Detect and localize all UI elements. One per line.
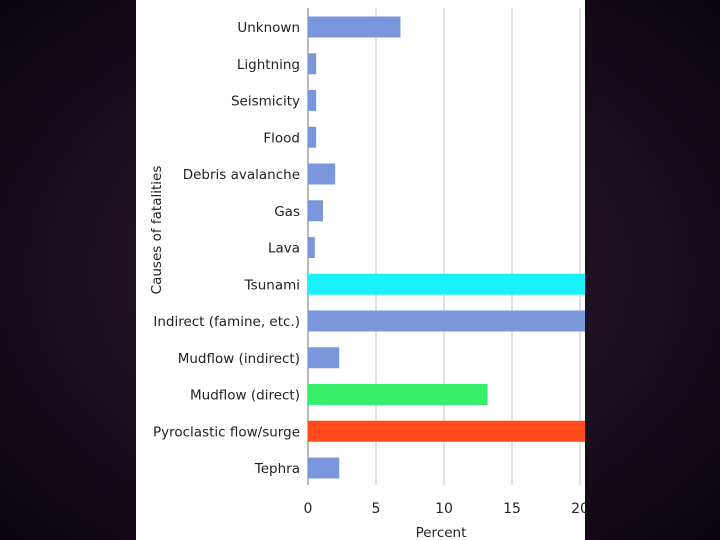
bars (308, 16, 585, 479)
x-tick-label: 15 (503, 501, 521, 517)
category-label: Flood (263, 130, 300, 146)
x-axis-label: Percent (416, 525, 467, 540)
category-label: Mudflow (direct) (190, 388, 300, 404)
x-tick-labels: 051015202530 (304, 501, 585, 517)
bar (308, 90, 317, 111)
x-tick-label: 5 (372, 501, 381, 517)
grid-lines (307, 8, 581, 485)
category-label: Tephra (254, 461, 300, 477)
x-tick-label: 10 (435, 501, 453, 517)
y-axis-label: Causes of fatalities (149, 166, 165, 295)
bar (308, 200, 323, 222)
chart-panel: Unknown Lightning Seismicity Flood Debris av… (136, 0, 585, 540)
bar-chart: Unknown Lightning Seismicity Flood Debris av… (149, 8, 585, 540)
category-label: Seismicity (231, 94, 300, 110)
bar (308, 273, 585, 295)
bar (308, 53, 317, 75)
category-label: Indirect (famine, etc.) (153, 314, 300, 330)
category-label: Lightning (237, 57, 300, 73)
bar (308, 420, 585, 442)
category-label: Debris avalanche (183, 167, 300, 183)
bar (308, 384, 488, 405)
category-label: Tsunami (244, 277, 300, 293)
category-label: Pyroclastic flow/surge (153, 424, 300, 440)
category-label: Gas (274, 204, 300, 220)
category-label: Mudflow (indirect) (178, 351, 300, 367)
bar (308, 347, 340, 369)
category-labels: Unknown Lightning Seismicity Flood Debris av… (153, 20, 300, 477)
category-label: Unknown (237, 20, 300, 36)
x-tick-label: 0 (304, 501, 313, 517)
bar (308, 457, 340, 479)
bar (308, 310, 585, 332)
bar (308, 163, 336, 185)
bar (308, 126, 317, 148)
bar (308, 16, 401, 38)
bar (308, 237, 315, 258)
x-tick-label: 20 (571, 501, 585, 517)
category-label: Lava (268, 241, 300, 257)
